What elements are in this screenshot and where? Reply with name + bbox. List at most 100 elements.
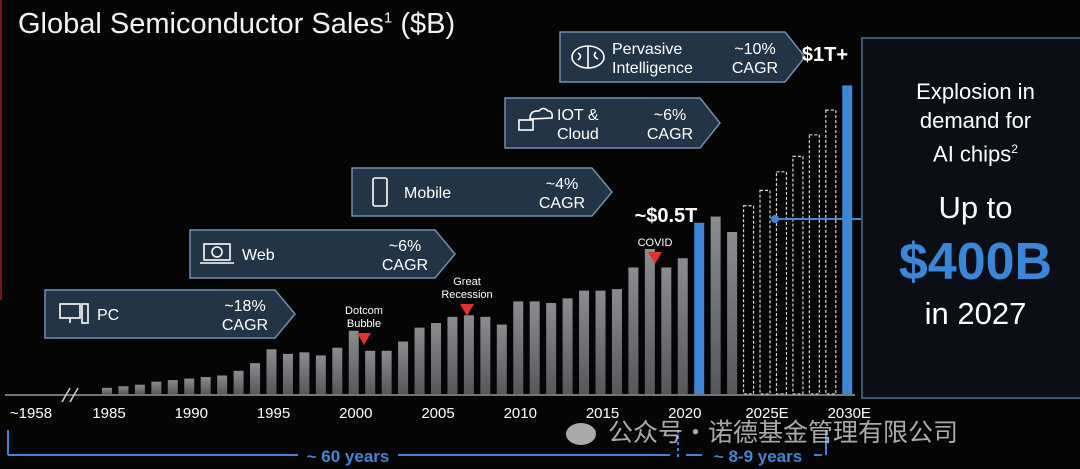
iot-cloud-icon (529, 107, 553, 120)
x-tick-label: 1985 (92, 405, 125, 422)
brain-icon (577, 46, 599, 68)
connector-dot (771, 215, 779, 223)
web-browser-icon (203, 243, 231, 261)
forecast-bar-2030 (842, 85, 853, 394)
dotcom-marker (357, 333, 371, 345)
x-tick-label: 2015 (586, 405, 619, 422)
era-cagr-label: CAGR (539, 195, 585, 212)
bar-2022 (710, 216, 721, 394)
watermark: 公众号・诺德基金管理有限公司 (566, 413, 958, 449)
era-arrow-shape (504, 97, 721, 149)
bar-2009 (496, 324, 507, 394)
bar-2001 (365, 350, 376, 394)
bar-2007 (463, 315, 474, 394)
bar-2003 (398, 341, 409, 394)
forecast-bar-2024 (742, 205, 755, 395)
bar-2014 (579, 290, 590, 394)
era-label: Pervasive (612, 41, 682, 58)
era-label: Cloud (557, 126, 599, 143)
era-label: Intelligence (612, 60, 693, 77)
bar-2010 (513, 301, 524, 394)
era-arrow-4: IOT & Cloud ~6% CAGR (504, 97, 721, 149)
panel-line-3-text: AI chips (933, 141, 1012, 167)
forecast-bar-2026 (775, 171, 788, 395)
span-label-bg (298, 445, 398, 465)
era-cagr-label: CAGR (382, 257, 428, 274)
era-cagr-label: CAGR (222, 317, 268, 334)
bar-1990 (184, 378, 195, 394)
x-tick-label: 2010 (504, 405, 537, 422)
era-arrow-1: PC ~18% CAGR (44, 289, 296, 339)
forecast-bar-2025 (759, 189, 771, 395)
bar-2011 (529, 301, 540, 394)
era-arrow-shape (44, 289, 296, 339)
bar-2005 (431, 323, 441, 394)
forecast-bar-2027 (792, 155, 804, 395)
bar-1987 (134, 384, 145, 394)
era-cagr-value: ~18% (224, 298, 265, 315)
axis-break-mark (61, 387, 71, 403)
bar-1991 (200, 377, 211, 394)
web-browser-icon (211, 246, 223, 258)
era-cagr-label: CAGR (647, 126, 693, 143)
title-footnote: 1 (383, 9, 393, 27)
x-tick-label: 2030E (828, 405, 871, 422)
covid-marker (648, 252, 662, 264)
era-arrow-shape (559, 31, 806, 83)
bar-1988 (151, 381, 162, 394)
bar-1999 (332, 347, 343, 394)
era-label: IOT & (557, 107, 599, 124)
bar-1994 (250, 363, 261, 394)
smartphone-icon (372, 177, 388, 207)
era-cagr-value: ~6% (654, 107, 686, 124)
left-accent-bar (0, 0, 2, 300)
x-tick-label: 2005 (421, 405, 454, 422)
panel-line-3: AI chips2 (863, 135, 1080, 168)
x-tick-label: 2025E (745, 405, 788, 422)
axis-break-mark (69, 387, 79, 403)
bar-1992 (217, 375, 228, 394)
bar-2002 (381, 350, 392, 394)
panel-heading: Explosion in demand for AI chips2 (863, 77, 1080, 168)
recession-label: Recession (441, 289, 492, 301)
x-tick-label: ~1958 (10, 405, 52, 422)
x-tick-label: 1990 (175, 405, 208, 422)
recession-label: Great (453, 276, 481, 288)
bar-2000 (348, 330, 359, 394)
panel-year: in 2027 (924, 296, 1027, 332)
panel-up-to: Up to (938, 190, 1013, 226)
era-arrow-3: Mobile ~4% CAGR (351, 167, 613, 217)
bar-2006 (447, 316, 458, 394)
panel-line-2: demand for (919, 108, 1032, 133)
chart-title: Global Semiconductor Sales1 ($B) (18, 8, 455, 41)
era-cagr-label: CAGR (732, 60, 778, 77)
bar-1985 (102, 387, 112, 394)
era-label: PC (97, 307, 119, 324)
panel-amount: $400B (898, 233, 1053, 292)
dotcom-label: Dotcom (345, 305, 383, 317)
bar-2020 (677, 258, 688, 394)
bar-2023 (727, 232, 738, 394)
recession-marker (460, 304, 474, 316)
bar-1993 (233, 370, 244, 394)
x-tick-label: 1995 (257, 405, 290, 422)
era-arrow-shape (351, 167, 613, 217)
desktop-computer-icon (81, 303, 89, 324)
era-cagr-value: ~10% (734, 41, 775, 58)
covid-label: COVID (638, 237, 673, 249)
bar-2004 (414, 327, 425, 394)
era-arrow-5: Pervasive Intelligence ~10% CAGR (559, 31, 806, 83)
bar-1998 (315, 355, 326, 394)
title-unit: ($B) (400, 8, 456, 40)
era-label: Web (242, 247, 275, 264)
bar-1989 (167, 380, 178, 394)
span-60-label: ~ 60 years (307, 447, 390, 466)
bar-2018 (644, 248, 655, 394)
era-arrow-shape (189, 229, 456, 279)
bar-1986 (118, 386, 129, 394)
era-label: Mobile (404, 185, 451, 202)
era-cagr-value: ~4% (546, 176, 578, 193)
bar-2012 (546, 302, 557, 394)
watermark-text: 公众号・诺德基金管理有限公司 (608, 419, 959, 447)
